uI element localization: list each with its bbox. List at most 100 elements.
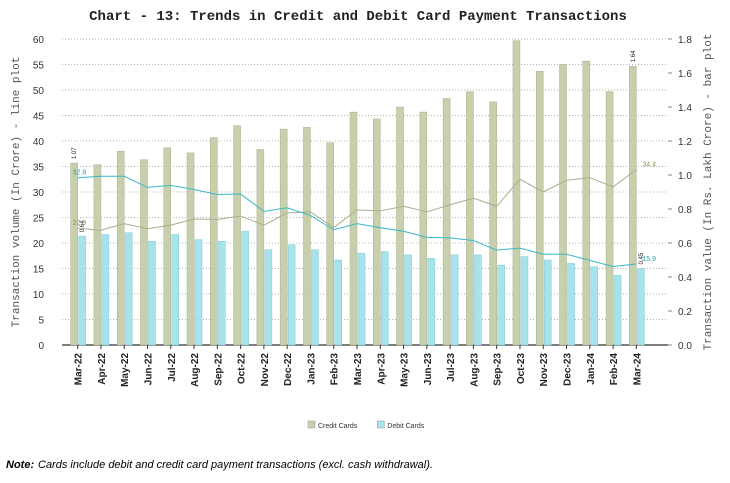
y2-tick-label: 0.6 [678,239,692,250]
bar [70,162,78,346]
bar [194,239,203,346]
line-value-label: 34.4 [642,162,656,169]
bar [466,91,474,346]
line [77,175,637,267]
y-tick-label: 10 [33,290,45,301]
chart-title: Chart - 13: Trends in Credit and Debit C… [89,9,627,25]
x-tick-label: Aug-23 [469,353,480,387]
bar [210,137,218,346]
bar-value-label: 0.64 [80,220,86,232]
bar [520,256,529,346]
bar [605,91,614,346]
bar [357,252,366,346]
x-tick-label: Mar-22 [74,353,85,386]
line [77,169,637,231]
x-tick-label: Sep-23 [493,353,504,386]
y-tick-label: 40 [33,137,45,148]
y2-axis-label: Transaction value (In Rs. Lakh Crore) - … [703,34,715,351]
bar [334,259,342,346]
y-tick-label: 55 [33,61,45,72]
y2-tick-label: 1.4 [678,103,692,114]
x-tick-label: Apr-22 [97,353,108,385]
bar [326,142,334,346]
y2-tick-label: 0.0 [678,341,692,352]
bar [559,64,567,346]
legend-swatch [377,420,385,429]
x-tick-label: Mar-23 [353,353,364,386]
bar [427,258,436,346]
x-tick-label: May-22 [120,353,131,387]
y2-tick-label: 0.8 [678,205,692,216]
bar [78,235,86,346]
y2-tick-label: 1.2 [678,137,692,148]
bar [512,40,521,346]
bar-value-label: 0.45 [639,252,645,264]
bar [233,125,241,346]
x-tick-label: Oct-22 [237,353,248,385]
bar [629,65,637,346]
line-value-label: 32.8 [73,170,87,177]
bar-value-label: 1.64 [631,50,637,62]
bar [489,101,497,346]
x-tick-label: Aug-22 [190,353,201,387]
bar [140,159,148,346]
x-tick-label: Feb-24 [609,353,620,386]
bar [116,150,125,346]
y2-tick-label: 1.8 [678,35,692,46]
bar [279,128,288,346]
legend-swatch [307,420,316,429]
bar [148,241,156,346]
note-prefix: Note: [6,459,34,471]
legend-label: Credit Cards [318,423,358,430]
bar [124,232,133,346]
bar [450,254,459,346]
bar [567,263,575,346]
y-tick-label: 60 [33,35,45,46]
bar [171,234,180,346]
x-tick-label: Jan-23 [306,353,317,385]
bar [396,106,404,346]
bar [256,149,265,346]
x-tick-label: Jun-23 [423,353,434,386]
x-tick-label: Mar-24 [632,353,643,386]
bar [93,164,102,346]
y2-tick-label: 0.2 [678,307,692,318]
bar [419,111,428,346]
line-value-label: 15.9 [642,256,656,263]
bar [303,127,311,346]
bar [264,249,273,346]
x-tick-label: Dec-23 [563,353,574,386]
y-tick-label: 50 [33,86,45,97]
y-tick-label: 0 [38,341,44,352]
y-tick-label: 45 [33,112,45,123]
bar [381,251,389,346]
y-tick-label: 35 [33,163,45,174]
x-tick-label: Nov-22 [260,353,271,387]
bar [590,266,599,346]
y2-tick-label: 1.0 [678,171,692,182]
bar [582,60,591,346]
y-tick-label: 30 [33,188,45,199]
x-tick-label: Jul-22 [167,353,178,382]
y-axis-label: Transaction volume (In Crore) - line plo… [11,57,23,328]
line-value-label: 22.9 [73,220,87,227]
bar [163,147,172,346]
x-tick-label: Nov-23 [539,353,550,387]
y2-tick-label: 1.6 [678,69,692,80]
x-tick-label: May-23 [400,353,411,387]
x-tick-label: Sep-22 [213,353,224,386]
x-tick-label: Dec-22 [283,353,294,386]
legend-label: Debit Cards [387,423,424,430]
x-tick-label: Jun-22 [143,353,154,386]
x-tick-label: Jan-24 [586,353,597,385]
bar [101,234,110,346]
bar [404,254,412,346]
bar [311,249,319,346]
bar [613,275,622,346]
y-tick-label: 25 [33,214,45,225]
x-tick-label: Feb-23 [330,353,341,386]
bar [497,264,505,346]
y-tick-label: 5 [38,316,44,327]
bar [543,259,552,346]
bar [218,241,226,346]
